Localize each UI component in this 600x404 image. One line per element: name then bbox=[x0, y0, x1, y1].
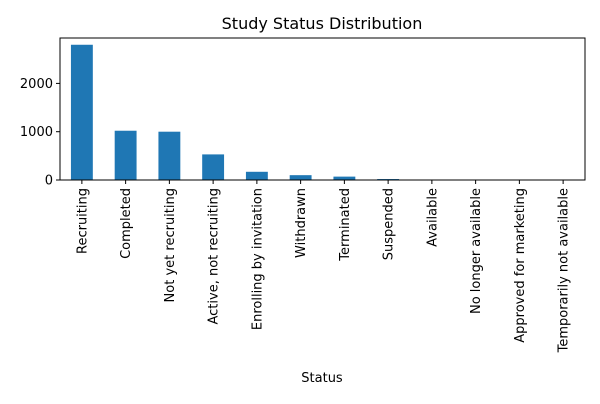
x-tick-label-9: No longer available bbox=[469, 188, 484, 314]
bar-4 bbox=[246, 172, 268, 180]
x-tick-label-8: Available bbox=[425, 188, 440, 247]
x-tick-label-5: Withdrawn bbox=[294, 188, 309, 258]
chart-title: Study Status Distribution bbox=[222, 14, 423, 33]
bar-3 bbox=[202, 154, 224, 180]
bar-1 bbox=[115, 131, 137, 180]
x-tick-label-6: Terminated bbox=[338, 188, 353, 262]
bar-2 bbox=[158, 132, 180, 180]
y-tick-label-1: 1000 bbox=[20, 125, 53, 140]
y-tick-label-0: 0 bbox=[45, 174, 53, 189]
x-tick-label-7: Suspended bbox=[382, 188, 397, 260]
bar-0 bbox=[71, 45, 93, 180]
x-tick-label-10: Approved for marketing bbox=[513, 188, 528, 343]
x-tick-label-3: Active, not recruiting bbox=[207, 188, 222, 325]
x-tick-label-11: Temporarily not available bbox=[557, 188, 572, 353]
x-tick-label-1: Completed bbox=[119, 188, 134, 259]
x-tick-label-0: Recruiting bbox=[75, 188, 90, 254]
y-tick-label-2: 2000 bbox=[20, 77, 53, 92]
bar-5 bbox=[290, 175, 312, 180]
x-tick-label-4: Enrolling by invitation bbox=[250, 188, 265, 330]
x-tick-label-2: Not yet recruiting bbox=[163, 188, 178, 302]
bar-6 bbox=[333, 177, 355, 180]
x-axis-label: Status bbox=[301, 371, 343, 386]
